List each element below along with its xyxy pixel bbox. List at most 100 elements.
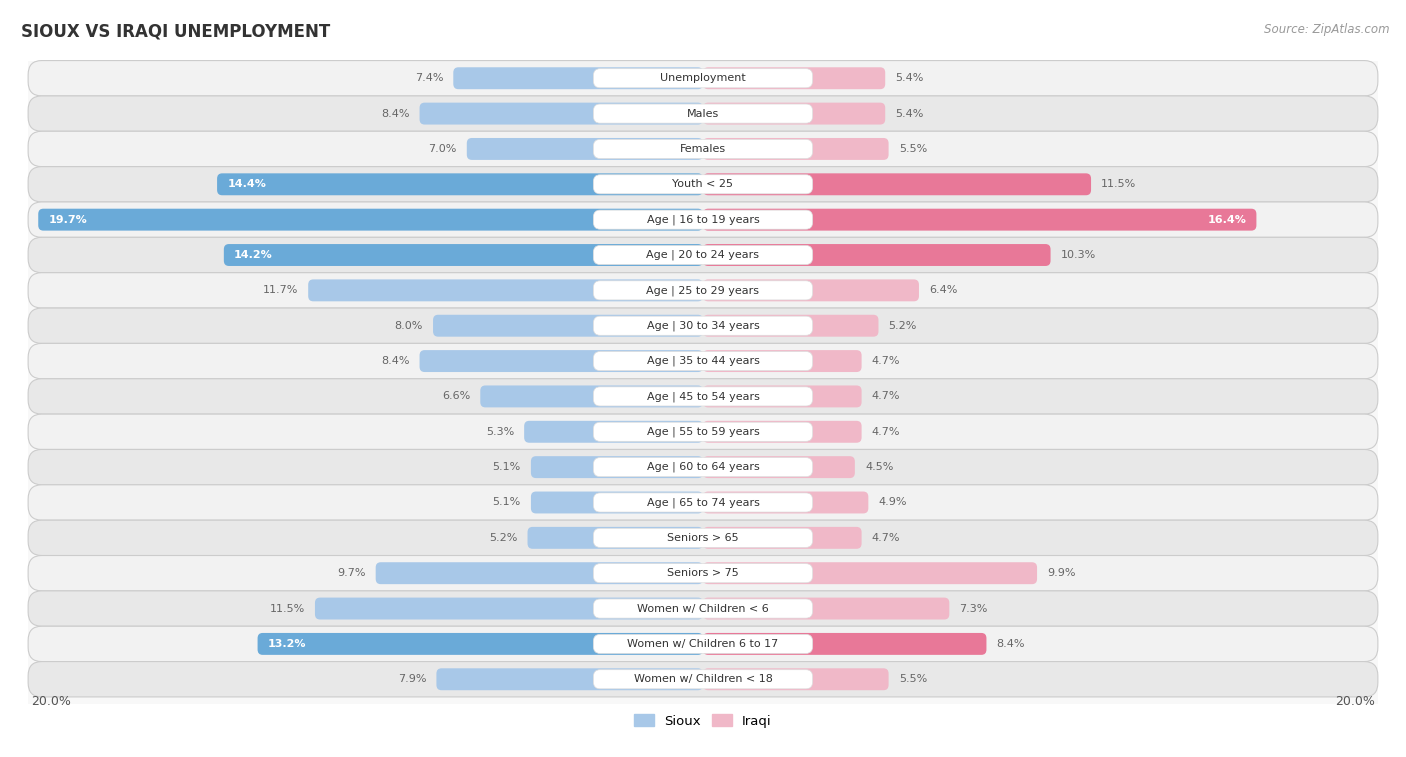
FancyBboxPatch shape	[593, 457, 813, 477]
Text: 9.7%: 9.7%	[337, 569, 366, 578]
FancyBboxPatch shape	[703, 421, 862, 443]
FancyBboxPatch shape	[531, 491, 703, 513]
Text: 5.2%: 5.2%	[889, 321, 917, 331]
Text: Source: ZipAtlas.com: Source: ZipAtlas.com	[1264, 23, 1389, 36]
FancyBboxPatch shape	[703, 209, 1257, 231]
Text: 5.5%: 5.5%	[898, 674, 927, 684]
FancyBboxPatch shape	[703, 138, 889, 160]
FancyBboxPatch shape	[419, 350, 703, 372]
FancyBboxPatch shape	[217, 173, 703, 195]
FancyBboxPatch shape	[703, 633, 987, 655]
FancyBboxPatch shape	[28, 591, 1378, 626]
Text: 8.4%: 8.4%	[381, 356, 409, 366]
FancyBboxPatch shape	[224, 244, 703, 266]
Text: Age | 30 to 34 years: Age | 30 to 34 years	[647, 320, 759, 331]
Text: Age | 45 to 54 years: Age | 45 to 54 years	[647, 391, 759, 402]
FancyBboxPatch shape	[593, 387, 813, 406]
Text: Women w/ Children 6 to 17: Women w/ Children 6 to 17	[627, 639, 779, 649]
FancyBboxPatch shape	[593, 245, 813, 264]
Text: Youth < 25: Youth < 25	[672, 179, 734, 189]
FancyBboxPatch shape	[481, 385, 703, 407]
FancyBboxPatch shape	[593, 210, 813, 229]
FancyBboxPatch shape	[28, 131, 1378, 167]
FancyBboxPatch shape	[453, 67, 703, 89]
FancyBboxPatch shape	[703, 173, 1091, 195]
Text: 13.2%: 13.2%	[267, 639, 307, 649]
FancyBboxPatch shape	[703, 597, 949, 619]
FancyBboxPatch shape	[375, 562, 703, 584]
FancyBboxPatch shape	[28, 202, 1378, 238]
FancyBboxPatch shape	[467, 138, 703, 160]
FancyBboxPatch shape	[315, 597, 703, 619]
Text: Age | 35 to 44 years: Age | 35 to 44 years	[647, 356, 759, 366]
Text: Females: Females	[681, 144, 725, 154]
Text: 20.0%: 20.0%	[31, 695, 72, 708]
FancyBboxPatch shape	[257, 633, 703, 655]
FancyBboxPatch shape	[308, 279, 703, 301]
Text: 9.9%: 9.9%	[1047, 569, 1076, 578]
FancyBboxPatch shape	[593, 104, 813, 123]
FancyBboxPatch shape	[436, 668, 703, 690]
FancyBboxPatch shape	[593, 670, 813, 689]
FancyBboxPatch shape	[28, 167, 1378, 202]
FancyBboxPatch shape	[703, 456, 855, 478]
Text: 8.4%: 8.4%	[997, 639, 1025, 649]
Text: 4.7%: 4.7%	[872, 391, 900, 401]
FancyBboxPatch shape	[703, 668, 889, 690]
FancyBboxPatch shape	[593, 564, 813, 583]
FancyBboxPatch shape	[703, 350, 862, 372]
Text: Males: Males	[688, 108, 718, 119]
Text: 4.5%: 4.5%	[865, 462, 893, 472]
FancyBboxPatch shape	[28, 556, 1378, 591]
FancyBboxPatch shape	[593, 316, 813, 335]
FancyBboxPatch shape	[703, 315, 879, 337]
FancyBboxPatch shape	[531, 456, 703, 478]
FancyBboxPatch shape	[593, 351, 813, 371]
Text: 8.0%: 8.0%	[395, 321, 423, 331]
Text: Seniors > 75: Seniors > 75	[666, 569, 740, 578]
Text: 8.4%: 8.4%	[381, 108, 409, 119]
Text: 5.3%: 5.3%	[486, 427, 515, 437]
FancyBboxPatch shape	[433, 315, 703, 337]
Text: Unemployment: Unemployment	[661, 73, 745, 83]
FancyBboxPatch shape	[28, 450, 1378, 484]
FancyBboxPatch shape	[28, 378, 1378, 414]
FancyBboxPatch shape	[703, 491, 869, 513]
Text: Seniors > 65: Seniors > 65	[668, 533, 738, 543]
FancyBboxPatch shape	[28, 273, 1378, 308]
FancyBboxPatch shape	[593, 634, 813, 653]
Text: Age | 20 to 24 years: Age | 20 to 24 years	[647, 250, 759, 260]
FancyBboxPatch shape	[593, 69, 813, 88]
Text: Age | 55 to 59 years: Age | 55 to 59 years	[647, 426, 759, 437]
FancyBboxPatch shape	[593, 422, 813, 441]
FancyBboxPatch shape	[28, 308, 1378, 344]
FancyBboxPatch shape	[703, 562, 1038, 584]
FancyBboxPatch shape	[703, 385, 862, 407]
FancyBboxPatch shape	[703, 244, 1050, 266]
FancyBboxPatch shape	[703, 103, 886, 125]
FancyBboxPatch shape	[28, 238, 1378, 273]
Text: 4.9%: 4.9%	[879, 497, 907, 507]
Text: SIOUX VS IRAQI UNEMPLOYMENT: SIOUX VS IRAQI UNEMPLOYMENT	[21, 23, 330, 41]
Text: 16.4%: 16.4%	[1208, 215, 1246, 225]
FancyBboxPatch shape	[28, 61, 1378, 96]
Text: 19.7%: 19.7%	[48, 215, 87, 225]
Text: 5.4%: 5.4%	[896, 108, 924, 119]
FancyBboxPatch shape	[524, 421, 703, 443]
Text: 7.9%: 7.9%	[398, 674, 426, 684]
FancyBboxPatch shape	[593, 528, 813, 547]
Text: 14.2%: 14.2%	[233, 250, 273, 260]
Text: 20.0%: 20.0%	[1334, 695, 1375, 708]
Text: 7.0%: 7.0%	[429, 144, 457, 154]
Text: 6.6%: 6.6%	[441, 391, 470, 401]
Text: 14.4%: 14.4%	[228, 179, 266, 189]
Text: 7.3%: 7.3%	[959, 603, 988, 614]
FancyBboxPatch shape	[593, 175, 813, 194]
FancyBboxPatch shape	[527, 527, 703, 549]
FancyBboxPatch shape	[593, 139, 813, 158]
FancyBboxPatch shape	[28, 484, 1378, 520]
FancyBboxPatch shape	[28, 520, 1378, 556]
FancyBboxPatch shape	[419, 103, 703, 125]
Text: Age | 65 to 74 years: Age | 65 to 74 years	[647, 497, 759, 508]
FancyBboxPatch shape	[28, 626, 1378, 662]
